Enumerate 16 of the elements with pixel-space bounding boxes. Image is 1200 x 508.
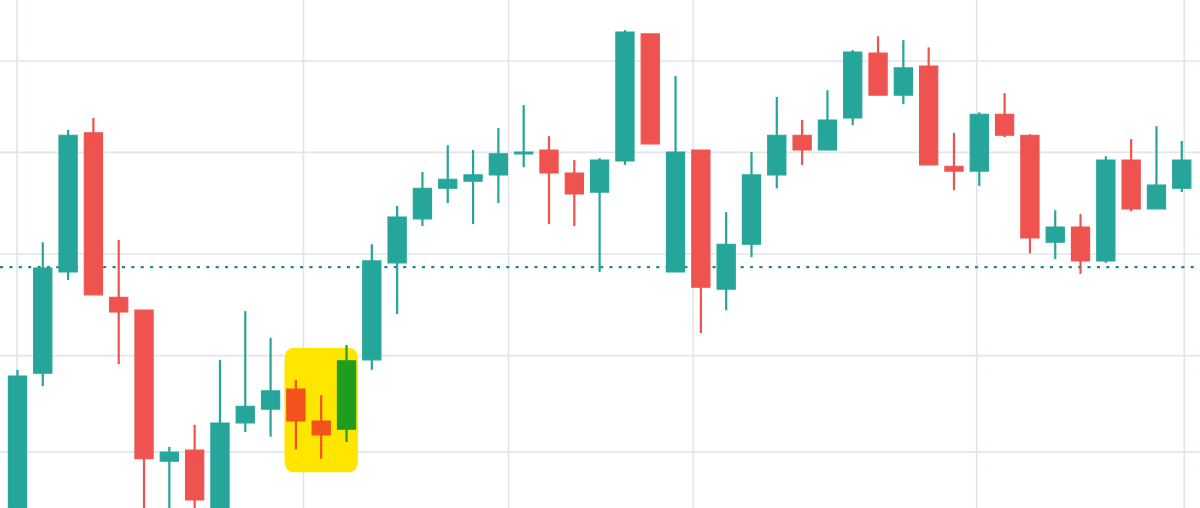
candlestick: [438, 144, 458, 205]
candlestick: [311, 394, 331, 460]
candlestick: [564, 158, 584, 228]
candlestick: [463, 148, 483, 226]
candlestick: [994, 92, 1015, 139]
candlestick: [1146, 125, 1167, 210]
candlestick: [109, 238, 129, 366]
candlestick: [514, 104, 534, 169]
candlestick: [539, 135, 559, 226]
candlestick: [944, 131, 964, 192]
candlestick: [1045, 209, 1065, 261]
candlestick: [159, 445, 179, 508]
candlestick: [260, 336, 281, 438]
candlestick: [235, 310, 255, 434]
candlestick: [488, 126, 509, 205]
candlestick: [792, 118, 812, 166]
